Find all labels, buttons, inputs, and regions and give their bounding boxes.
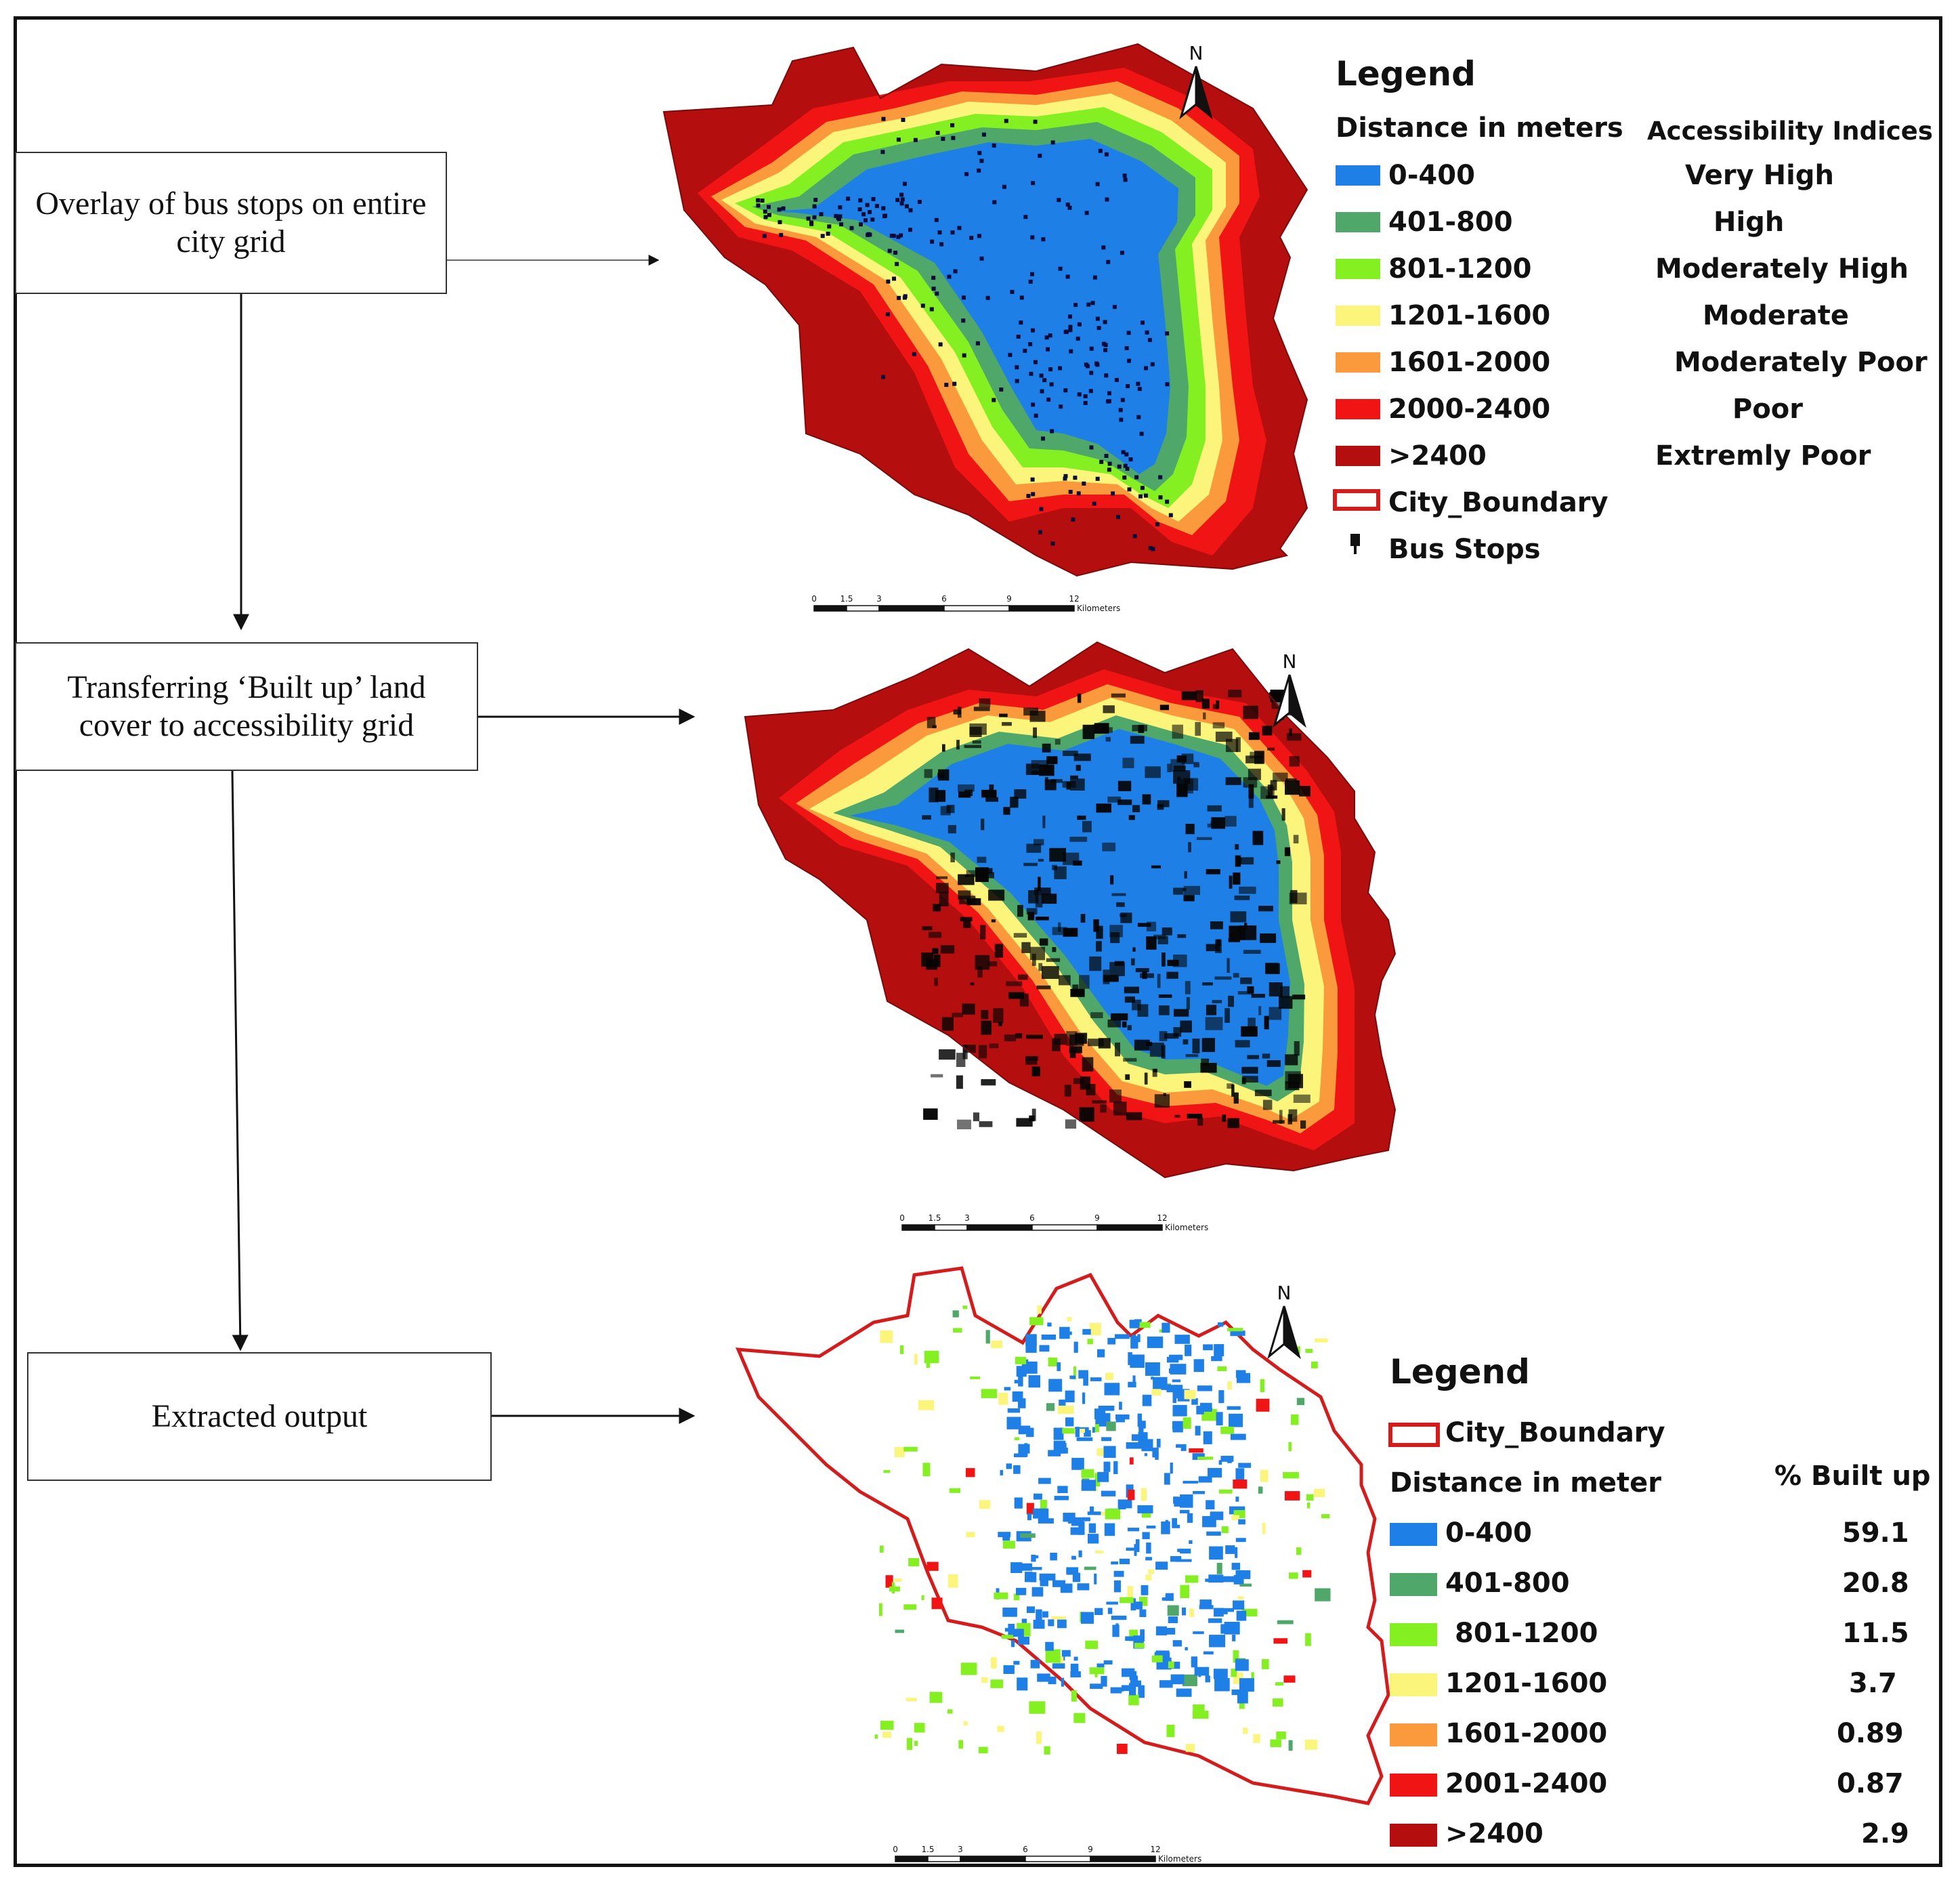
legend1-swatch-high xyxy=(1336,212,1380,232)
legend2-value-0-400: 59.1 xyxy=(1842,1517,1909,1549)
legend1-swatch-moderate xyxy=(1336,306,1380,326)
svg-text:N: N xyxy=(1283,650,1297,673)
legend1-index-moderate: Moderate xyxy=(1703,300,1850,331)
svg-text:12: 12 xyxy=(1150,1845,1160,1854)
legend1-range-1601-2000: 1601-2000 xyxy=(1388,347,1551,378)
svg-text:3: 3 xyxy=(964,1213,970,1223)
legend1-swatch-moderately-poor xyxy=(1336,352,1380,373)
north-arrow-map2: N xyxy=(1273,650,1306,728)
svg-text:6: 6 xyxy=(1023,1845,1028,1854)
legend2-range-over-2400: >2400 xyxy=(1445,1818,1543,1849)
map-built-up-accessibility xyxy=(744,641,1397,1179)
legend2-range-801-1200: 801-1200 xyxy=(1455,1618,1598,1649)
svg-text:Kilometers: Kilometers xyxy=(1165,1223,1208,1232)
svg-text:N: N xyxy=(1189,42,1203,64)
legend1-range-over-2400: >2400 xyxy=(1388,440,1487,472)
svg-text:1.5: 1.5 xyxy=(921,1845,934,1854)
legend2-value-1601-2000: 0.89 xyxy=(1837,1718,1904,1749)
legend1-range-801-1200: 801-1200 xyxy=(1388,253,1532,285)
svg-text:0: 0 xyxy=(893,1845,898,1854)
legend1-boundary-label: City_Boundary xyxy=(1388,487,1609,518)
legend1-bus-stops-label: Bus Stops xyxy=(1388,534,1541,565)
svg-text:3: 3 xyxy=(958,1845,963,1854)
legend1-index-extremely-poor: Extremly Poor xyxy=(1655,440,1871,472)
map-bus-stop-accessibility xyxy=(662,43,1308,577)
legend2-range-401-800: 401-800 xyxy=(1445,1568,1570,1599)
legend2-swatch-over-2400 xyxy=(1390,1824,1437,1847)
legend1-range-1201-1600: 1201-1600 xyxy=(1388,300,1551,331)
legend2-swatch-2001-2400 xyxy=(1390,1774,1437,1797)
step-box-extracted: Extracted output xyxy=(27,1352,492,1481)
legend1-index-moderately-high: Moderately High xyxy=(1655,253,1909,285)
legend2-range-0-400: 0-400 xyxy=(1445,1517,1532,1549)
svg-text:1.5: 1.5 xyxy=(840,594,853,604)
map-extracted-output xyxy=(736,1266,1390,1805)
legend1-index-poor: Poor xyxy=(1732,394,1804,425)
legend1-index-high: High xyxy=(1713,207,1785,238)
svg-text:N: N xyxy=(1277,1282,1292,1304)
extracted-built-up-patches xyxy=(874,1305,1331,1755)
legend2-value-801-1200: 11.5 xyxy=(1842,1618,1909,1649)
north-arrow-map1: N xyxy=(1179,42,1213,120)
legend1-index-moderately-poor: Moderately Poor xyxy=(1674,347,1927,378)
svg-text:3: 3 xyxy=(876,594,882,604)
bus-stop-points xyxy=(756,117,1173,551)
figure-frame xyxy=(14,16,1942,1867)
svg-text:6: 6 xyxy=(1029,1213,1035,1223)
step-box-transfer: Transferring ‘Built up’ land cover to ac… xyxy=(15,642,478,771)
legend2-swatch-401-800 xyxy=(1390,1573,1437,1596)
built-up-overlay xyxy=(921,690,1311,1129)
svg-text:Kilometers: Kilometers xyxy=(1077,604,1120,613)
legend2-range-2001-2400: 2001-2400 xyxy=(1445,1768,1608,1799)
svg-text:0: 0 xyxy=(899,1213,905,1223)
legend1-swatch-extremely-poor xyxy=(1336,446,1380,466)
svg-text:9: 9 xyxy=(1006,594,1012,604)
legend1-swatch-very-high xyxy=(1336,165,1380,186)
legend1-range-2000-2400: 2000-2400 xyxy=(1388,394,1551,425)
legend1-distance-header: Distance in meters xyxy=(1336,112,1623,144)
bus-stop-icon xyxy=(1350,534,1360,554)
legend2-swatch-1601-2000 xyxy=(1390,1723,1437,1746)
svg-text:12: 12 xyxy=(1157,1213,1167,1223)
svg-text:1.5: 1.5 xyxy=(928,1213,941,1223)
legend1-title: Legend xyxy=(1336,54,1476,93)
legend2-value-2001-2400: 0.87 xyxy=(1837,1768,1904,1799)
svg-text:6: 6 xyxy=(941,594,947,604)
legend1-swatch-city-boundary xyxy=(1333,489,1380,511)
legend2-swatch-1201-1600 xyxy=(1390,1673,1437,1696)
legend2-title: Legend xyxy=(1390,1352,1530,1391)
svg-text:9: 9 xyxy=(1094,1213,1100,1223)
legend1-index-very-high: Very High xyxy=(1685,160,1834,191)
legend2-distance-header: Distance in meter xyxy=(1390,1467,1661,1499)
svg-text:12: 12 xyxy=(1069,594,1079,604)
legend2-range-1601-2000: 1601-2000 xyxy=(1445,1718,1608,1749)
legend1-swatch-moderately-high xyxy=(1336,259,1380,279)
legend2-swatch-801-1200 xyxy=(1390,1623,1437,1646)
north-arrow-map3: N xyxy=(1267,1282,1301,1360)
step-box-overlay: Overlay of bus stops on entire city grid xyxy=(15,152,447,294)
legend1-swatch-poor xyxy=(1336,399,1380,419)
legend2-swatch-0-400 xyxy=(1390,1523,1437,1546)
legend2-value-1201-1600: 3.7 xyxy=(1849,1668,1897,1699)
step-text-transfer: Transferring ‘Built up’ land cover to ac… xyxy=(67,669,426,743)
legend1-index-header: Accessibility Indices xyxy=(1647,117,1933,146)
arrow-step2-to-step3 xyxy=(231,770,249,1351)
legend2-boundary-label: City_Boundary xyxy=(1445,1417,1665,1448)
legend1-range-0-400: 0-400 xyxy=(1388,160,1475,191)
legend2-range-1201-1600: 1201-1600 xyxy=(1445,1668,1608,1699)
svg-text:9: 9 xyxy=(1088,1845,1093,1854)
legend2-built-up-header: % Built up xyxy=(1774,1461,1931,1492)
step-text-overlay: Overlay of bus stops on entire city grid xyxy=(35,186,427,259)
svg-text:0: 0 xyxy=(811,594,817,604)
legend2-value-401-800: 20.8 xyxy=(1842,1568,1909,1599)
step-text-extracted: Extracted output xyxy=(151,1398,368,1434)
svg-text:Kilometers: Kilometers xyxy=(1158,1854,1201,1864)
legend1-range-401-800: 401-800 xyxy=(1388,207,1513,238)
legend2-swatch-city-boundary xyxy=(1388,1423,1440,1447)
legend2-value-over-2400: 2.9 xyxy=(1861,1818,1909,1849)
